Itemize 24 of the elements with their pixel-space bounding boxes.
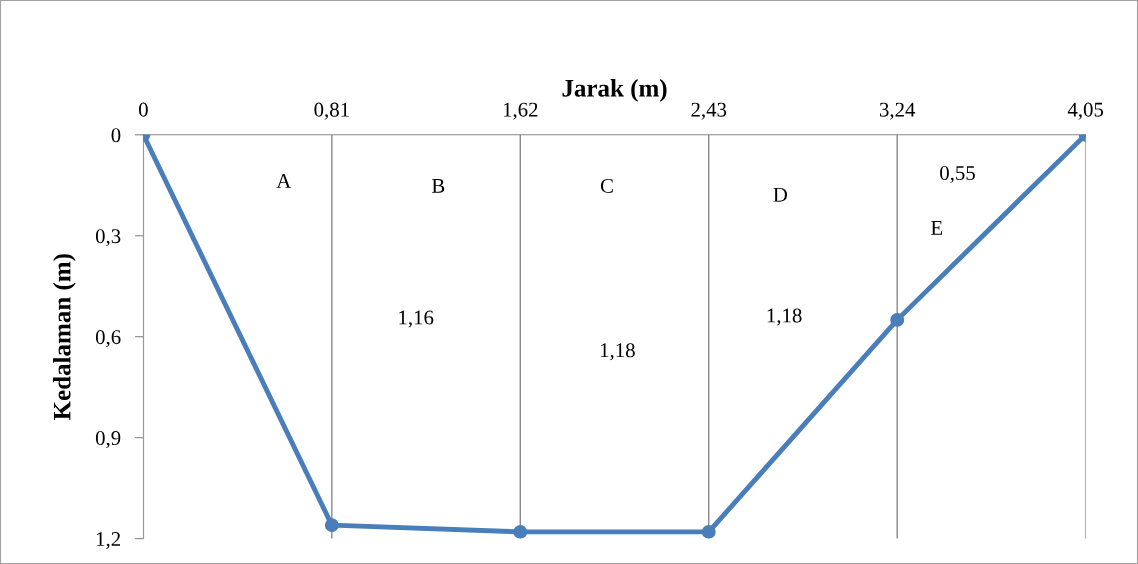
y-tick-label: 0 <box>111 128 121 143</box>
x-tick-label: 0,81 <box>314 102 349 120</box>
y-axis-title: Kedalaman (m) <box>53 254 76 420</box>
annotation: 1,18 <box>600 343 635 361</box>
x-tick-label: 4,05 <box>1067 102 1104 120</box>
point <box>513 524 528 539</box>
x-tick-label: 2,43 <box>691 102 727 120</box>
point <box>701 524 716 539</box>
annotation: C <box>600 178 613 193</box>
annotation: 0,55 <box>940 165 975 183</box>
annotation: 1,18 <box>767 308 802 326</box>
x-axis-title: Jarak (m) <box>562 79 667 102</box>
annotation: E <box>931 221 943 235</box>
y-tick-label: 0,9 <box>95 431 121 449</box>
y-tick-label: 0,6 <box>95 330 121 348</box>
y-tick-label: 1,2 <box>96 532 121 550</box>
annotation: 1,16 <box>399 310 434 328</box>
x-tick-label: 1,62 <box>503 102 538 120</box>
annotation: B <box>431 179 445 193</box>
annotation: A <box>276 174 292 188</box>
x-tick-label: 3,24 <box>879 102 916 120</box>
x-tick-label: 0 <box>138 102 148 117</box>
y-tick-label: 0,3 <box>95 229 121 247</box>
annotation: D <box>773 187 788 202</box>
